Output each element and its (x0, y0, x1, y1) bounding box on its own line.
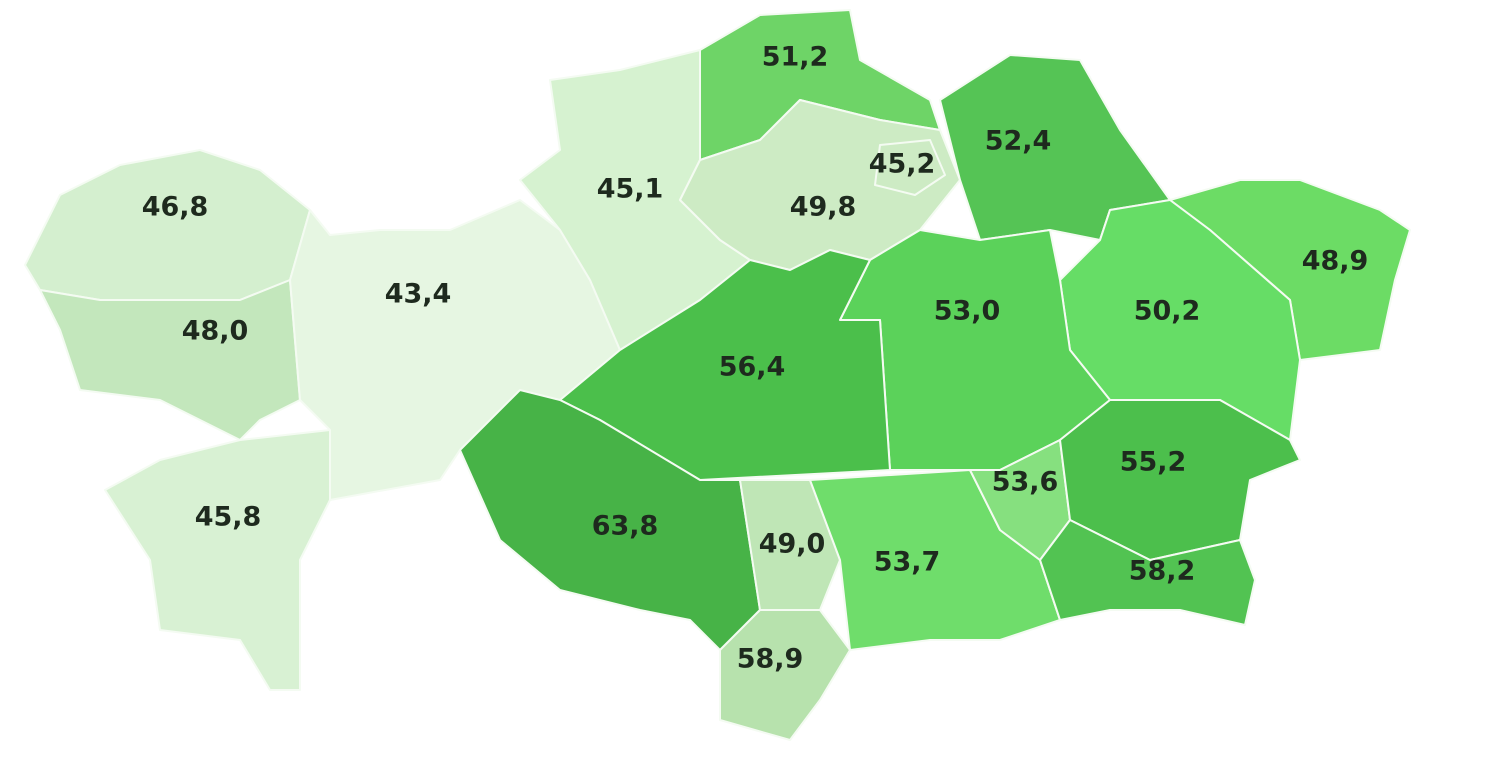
region-label: 48,0 (182, 316, 249, 347)
region (719, 609, 851, 741)
region-labels: 46,8 48,0 45,8 43,4 45,1 51,2 49,8 45,2 52,4 48,9… (142, 42, 1369, 675)
region-label: 45,1 (597, 174, 664, 205)
region-label: 58,9 (737, 644, 804, 675)
regions (24, 9, 1411, 741)
region-label: 43,4 (385, 279, 452, 310)
region-label: 50,2 (1134, 296, 1201, 327)
region-label: 51,2 (762, 42, 829, 73)
region-label: 45,8 (195, 502, 262, 533)
region-label: 53,7 (874, 547, 941, 578)
region-label: 58,2 (1129, 556, 1196, 587)
region-label: 53,6 (992, 467, 1059, 498)
region (739, 479, 841, 611)
region (559, 249, 891, 481)
region-label: 48,9 (1302, 246, 1369, 277)
region (39, 279, 301, 441)
region (1039, 519, 1256, 626)
region-label: 49,0 (759, 529, 826, 560)
region (104, 429, 331, 691)
region-label: 52,4 (985, 126, 1052, 157)
region-label: 46,8 (142, 192, 209, 223)
region (24, 149, 311, 301)
region-label: 45,2 (869, 149, 936, 180)
region-label: 55,2 (1120, 447, 1187, 478)
region-label: 63,8 (592, 511, 659, 542)
region-label: 56,4 (719, 352, 786, 383)
region (874, 139, 946, 196)
region-label: 49,8 (790, 192, 857, 223)
region-label: 53,0 (934, 296, 1001, 327)
